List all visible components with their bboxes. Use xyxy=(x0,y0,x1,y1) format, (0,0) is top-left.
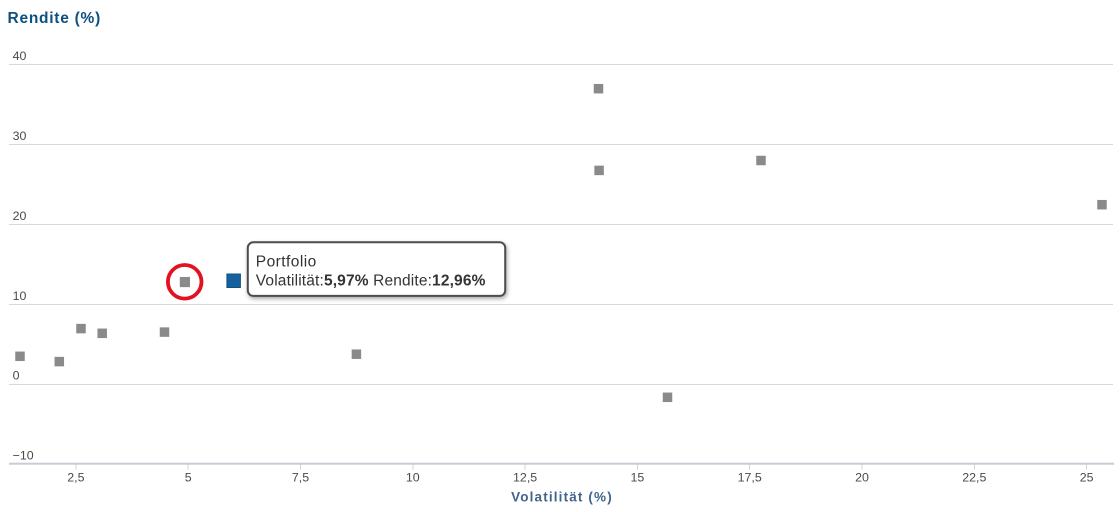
svg-text:20: 20 xyxy=(13,209,27,223)
svg-text:Rendite (%): Rendite (%) xyxy=(8,10,102,27)
svg-text:Portfolio: Portfolio xyxy=(256,254,317,271)
svg-text:30: 30 xyxy=(13,129,27,143)
svg-text:−10: −10 xyxy=(13,449,34,463)
svg-text:25: 25 xyxy=(1080,470,1094,484)
svg-text:2,5: 2,5 xyxy=(67,470,84,484)
svg-text:40: 40 xyxy=(13,49,27,63)
svg-text:Volatilität:5,97% Rendite:12,9: Volatilität:5,97% Rendite:12,96% xyxy=(256,272,486,289)
svg-text:15: 15 xyxy=(631,470,645,484)
svg-text:10: 10 xyxy=(13,289,27,303)
svg-text:7,5: 7,5 xyxy=(292,470,309,484)
svg-text:17,5: 17,5 xyxy=(738,470,762,484)
svg-text:5: 5 xyxy=(185,470,192,484)
svg-text:10: 10 xyxy=(406,470,420,484)
svg-text:0: 0 xyxy=(13,369,20,383)
svg-text:Volatilität (%): Volatilität (%) xyxy=(511,490,613,505)
svg-text:20: 20 xyxy=(855,470,869,484)
svg-text:12,5: 12,5 xyxy=(513,470,537,484)
svg-text:22,5: 22,5 xyxy=(962,470,986,484)
